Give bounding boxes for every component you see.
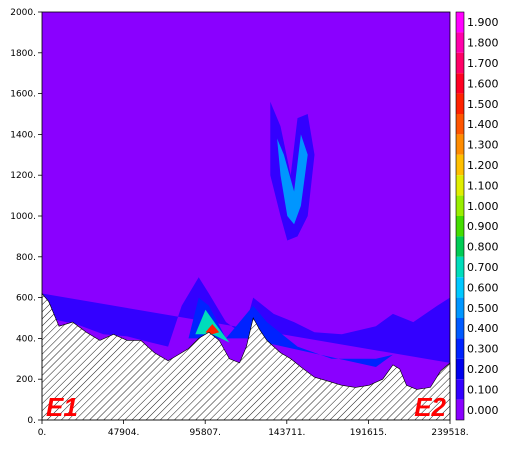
x-tick-label: 0. bbox=[38, 428, 47, 438]
colorbar-label: 0.100 bbox=[467, 383, 499, 396]
colorbar-label: 0.300 bbox=[467, 343, 499, 356]
colorbar-label: 1.300 bbox=[467, 139, 499, 152]
colorbar-label: 0.500 bbox=[467, 302, 499, 315]
colorbar-label: 1.200 bbox=[467, 159, 499, 172]
contour-fields bbox=[42, 101, 450, 367]
y-tick-label: 1000. bbox=[10, 212, 36, 222]
x-axis-ticks: 0. 47904. 95807. 143711. 191615. 239518. bbox=[38, 420, 469, 438]
colorbar-swatch bbox=[456, 338, 464, 359]
contour-blob bbox=[270, 101, 315, 241]
colorbar-swatch bbox=[456, 32, 464, 53]
colorbar: 1.900 1.800 1.700 1.600 1.500 1.400 1.300 1.200… bbox=[455, 11, 499, 421]
colorbar-swatch bbox=[456, 12, 464, 33]
endpoint-label-left: E1 bbox=[46, 392, 78, 422]
colorbar-label: 0.000 bbox=[467, 404, 499, 417]
colorbar-label: 1.800 bbox=[467, 37, 499, 50]
x-tick-label: 239518. bbox=[431, 428, 468, 438]
y-tick-label: 200. bbox=[16, 375, 36, 385]
colorbar-label: 0.200 bbox=[467, 363, 499, 376]
colorbar-label: 1.000 bbox=[467, 200, 499, 213]
colorbar-label: 0.700 bbox=[467, 261, 499, 274]
colorbar-swatch bbox=[456, 379, 464, 400]
colorbar-swatch bbox=[456, 318, 464, 339]
y-tick-label: 600. bbox=[16, 294, 36, 304]
colorbar-swatch bbox=[456, 114, 464, 135]
colorbar-swatch bbox=[456, 277, 464, 298]
y-axis-ticks: 0. 200. 400. 600. 800. 1000. 1200. 1400. 1600. 18… bbox=[10, 8, 42, 426]
colorbar-swatch bbox=[456, 134, 464, 155]
x-tick-label: 95807. bbox=[189, 428, 221, 438]
terrain-profile bbox=[41, 292, 451, 421]
y-tick-label: 1600. bbox=[10, 90, 36, 100]
colorbar-label: 1.500 bbox=[467, 98, 499, 111]
contour-blob bbox=[188, 297, 393, 367]
colorbar-swatch bbox=[456, 195, 464, 216]
colorbar-swatch bbox=[456, 73, 464, 94]
colorbar-label: 1.700 bbox=[467, 57, 499, 70]
y-tick-label: 800. bbox=[16, 253, 36, 263]
colorbar-swatch bbox=[456, 358, 464, 380]
colorbar-swatch bbox=[456, 236, 464, 257]
x-tick-label: 191615. bbox=[350, 428, 387, 438]
colorbar-swatch bbox=[456, 399, 464, 420]
y-tick-label: 1800. bbox=[10, 49, 36, 59]
colorbar-label: 0.800 bbox=[467, 241, 499, 254]
colorbar-swatch bbox=[456, 256, 464, 278]
colorbar-label: 0.600 bbox=[467, 281, 499, 294]
colorbar-label: 1.900 bbox=[467, 16, 499, 29]
y-tick-label: 1400. bbox=[10, 130, 36, 140]
colorbar-label: 1.600 bbox=[467, 77, 499, 90]
y-tick-label: 0. bbox=[27, 416, 36, 426]
colorbar-swatch bbox=[456, 154, 464, 176]
colorbar-swatch bbox=[456, 297, 464, 318]
colorbar-swatch bbox=[456, 216, 464, 237]
y-tick-label: 2000. bbox=[10, 8, 36, 18]
colorbar-frame bbox=[455, 11, 465, 421]
y-tick-label: 1200. bbox=[10, 171, 36, 181]
colorbar-swatch bbox=[456, 93, 464, 114]
x-tick-label: 143711. bbox=[268, 428, 305, 438]
colorbar-swatch bbox=[456, 175, 464, 196]
colorbar-swatch bbox=[456, 52, 464, 74]
contour-blob bbox=[42, 277, 450, 363]
contour-blob bbox=[277, 134, 308, 225]
colorbar-label: 0.400 bbox=[467, 322, 499, 335]
colorbar-label: 1.100 bbox=[467, 179, 499, 192]
colorbar-label: 0.900 bbox=[467, 220, 499, 233]
endpoint-label-right: E2 bbox=[414, 392, 446, 422]
x-tick-label: 47904. bbox=[108, 428, 140, 438]
colorbar-label: 1.400 bbox=[467, 118, 499, 131]
contour-blob bbox=[205, 324, 220, 335]
y-tick-label: 400. bbox=[16, 334, 36, 344]
